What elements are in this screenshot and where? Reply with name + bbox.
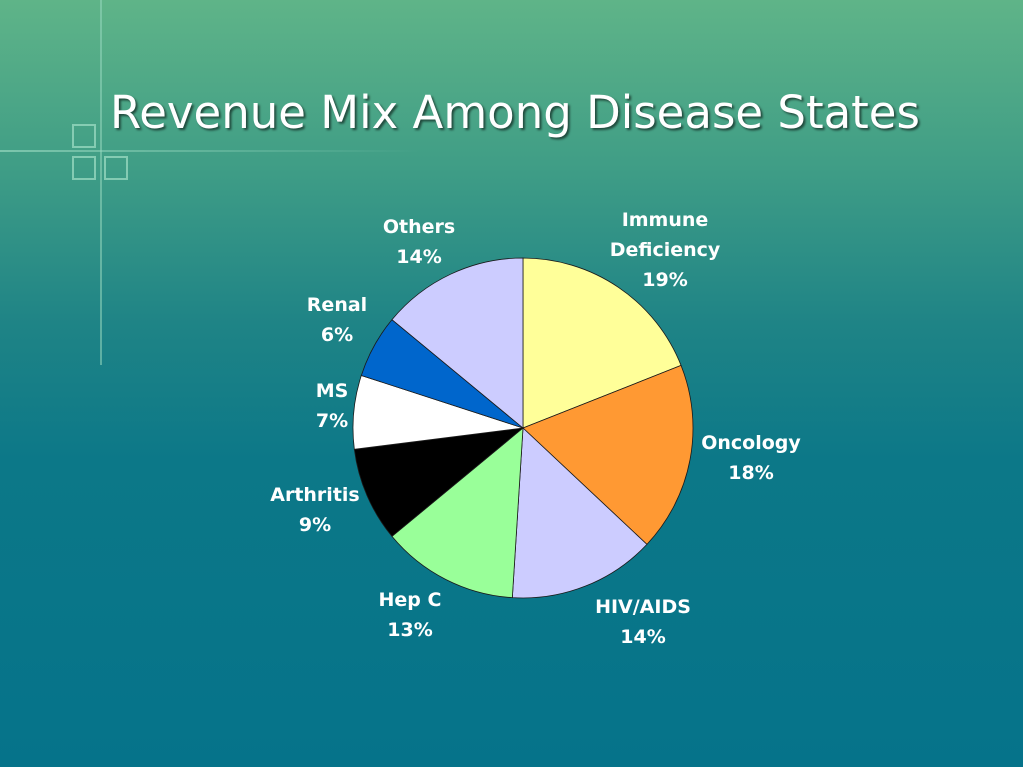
pie-slice-hep-c <box>391 427 524 599</box>
pie-slice-others <box>391 257 524 429</box>
pie-label-hep-c: Hep C 13% <box>379 589 442 641</box>
decor-square <box>104 156 128 180</box>
pie-label-name: Arthritis <box>270 484 359 506</box>
decor-square <box>72 156 96 180</box>
decor-square <box>72 124 96 148</box>
pie-label-percent: 6% <box>321 324 353 346</box>
pie-label-others: Others 14% <box>383 216 455 268</box>
pie-label-percent: 7% <box>316 410 348 432</box>
pie-label-renal: Renal 6% <box>307 294 367 346</box>
pie-label-oncology: Oncology 18% <box>701 432 801 484</box>
pie-label-name: HIV/AIDS <box>595 596 691 618</box>
pie-label-name: MS <box>316 380 349 402</box>
pie-label-ms: MS 7% <box>316 380 349 432</box>
decor-vertical-line <box>100 0 102 365</box>
slide-title: Revenue Mix Among Disease States <box>110 86 920 139</box>
pie-label-name: Hep C <box>379 589 442 611</box>
pie-label-percent: 19% <box>642 269 687 291</box>
pie-slice-arthritis <box>353 427 525 537</box>
pie-label-name: Renal <box>307 294 367 316</box>
pie-label-percent: 14% <box>620 626 665 648</box>
pie-slice-immune-deficiency <box>522 257 682 429</box>
pie-label-percent: 14% <box>396 246 441 268</box>
pie-label-name: Immune <box>622 209 709 231</box>
pie-label-hiv-aids: HIV/AIDS 14% <box>595 596 691 648</box>
pie-label-immune-deficiency: Immune Deficiency 19% <box>610 209 721 291</box>
pie-label-arthritis: Arthritis 9% <box>270 484 359 536</box>
pie-label-name: Oncology <box>701 432 801 454</box>
pie-label-name: Deficiency <box>610 239 721 261</box>
pie-slices <box>352 257 694 599</box>
pie-labels: Immune Deficiency 19% Oncology 18% HIV/AIDS 14… <box>270 209 801 648</box>
pie-label-percent: 13% <box>387 619 432 641</box>
pie-label-percent: 18% <box>728 462 773 484</box>
pie-label-name: Others <box>383 216 455 238</box>
pie-slice-oncology <box>522 364 694 545</box>
decor-horizontal-line <box>0 150 420 152</box>
pie-label-percent: 9% <box>299 514 331 536</box>
pie-slice-hiv-aids <box>511 427 648 599</box>
